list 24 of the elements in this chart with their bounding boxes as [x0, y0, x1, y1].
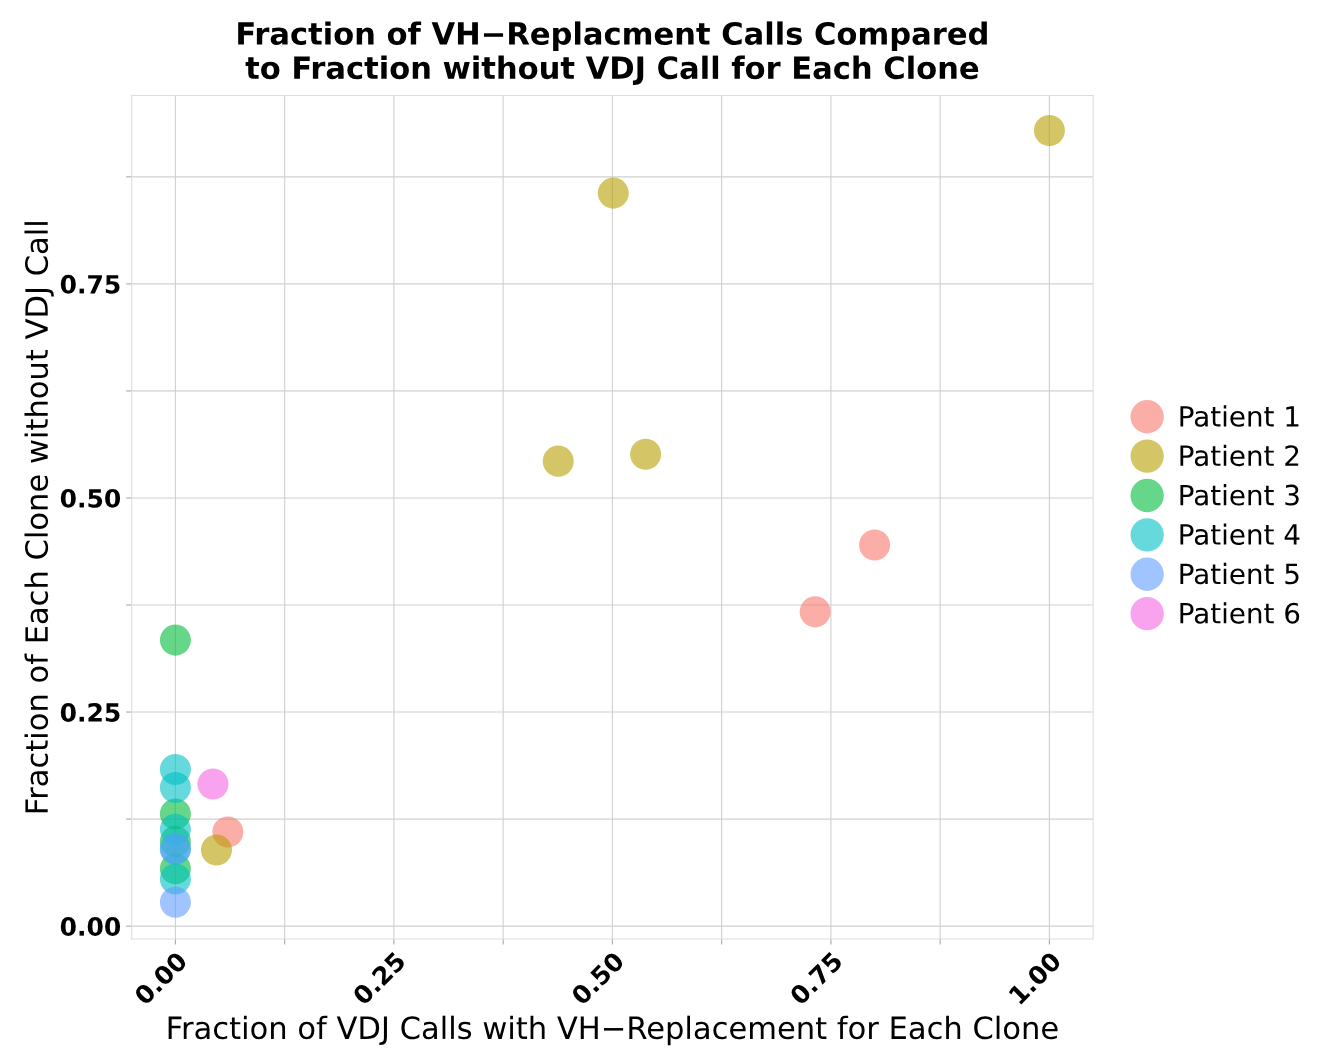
legend-label: Patient 5: [1180, 562, 1299, 585]
legend-label: Patient 4: [1180, 523, 1300, 545]
legend-label: Patient 3: [1180, 484, 1299, 506]
point: [799, 596, 831, 628]
y-tick-label: 0.75: [60, 274, 120, 294]
chart-title: Fraction of VH−Replacment Calls Compared to Fraction without VDJ Call for Each Clone: [238, 21, 987, 85]
legend-label: Patient 6: [1180, 602, 1300, 624]
point: [1033, 115, 1065, 147]
legend-label: Patient 2: [1180, 444, 1299, 467]
y-tick-label: 0.50: [60, 488, 121, 508]
y-tick-label: 0.00: [60, 917, 121, 936]
point: [200, 834, 233, 866]
point: [159, 771, 191, 803]
y-tick-label: 0.25: [60, 703, 120, 722]
point: [542, 445, 574, 477]
point: [859, 529, 891, 561]
point: [159, 886, 191, 918]
point: [159, 624, 191, 656]
legend-label: Patient 1: [1180, 405, 1299, 427]
point: [630, 438, 662, 470]
point: [197, 768, 229, 800]
point: [597, 177, 629, 209]
x-axis-title: Fraction of VDJ Calls with VH−Replacement for Each Clone: [168, 1015, 1058, 1046]
y-axis-title: Fraction of Each Clone without VDJ Call: [24, 222, 54, 813]
